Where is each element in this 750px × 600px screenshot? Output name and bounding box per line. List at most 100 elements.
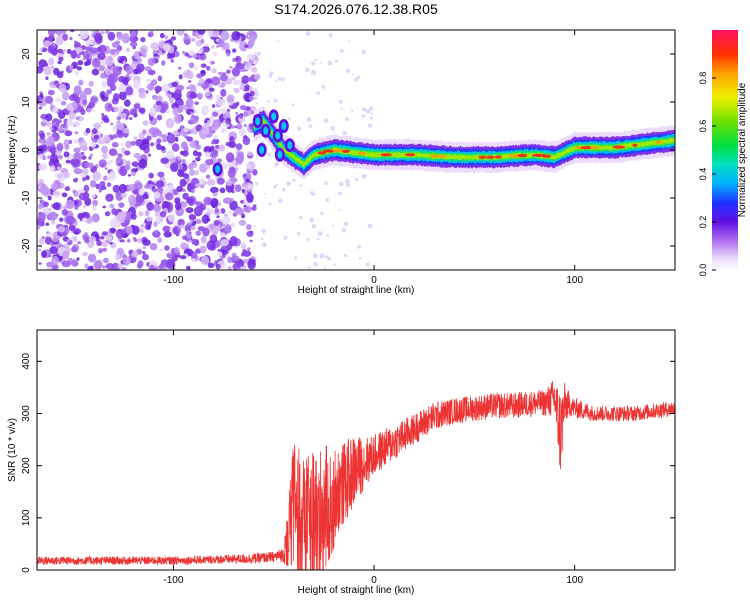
spectrogram-noise-speck [317, 237, 320, 241]
spectrogram-noise-speck [147, 69, 156, 76]
spectrogram-noise-speck [193, 109, 199, 114]
spectrogram-noise-speck [120, 192, 128, 199]
spectrogram-noise-speck [39, 93, 44, 98]
spectrogram-noise-speck [247, 258, 256, 270]
spectrogram-noise-speck [146, 78, 151, 83]
spectrogram-noise-speck [46, 261, 54, 268]
spectrogram-noise-speck [55, 35, 64, 46]
spectrogram-noise-speck [165, 118, 175, 129]
spectrogram-noise-speck [247, 184, 253, 189]
spectrogram-noise-speck [105, 235, 113, 242]
spectrogram-noise-speck [66, 118, 74, 127]
spectrogram-noise-speck [232, 79, 241, 86]
spectrogram-noise-speck [58, 56, 64, 62]
spectrogram-noise-speck [188, 239, 192, 243]
spectrogram-noise-speck [217, 249, 221, 252]
spectrogram-noise-speck [111, 142, 119, 148]
spectrogram-noise-speck [99, 91, 106, 99]
spectrogram-noise-speck [127, 238, 131, 243]
spectrogram-noise-speck [305, 67, 310, 73]
spectrogram-noise-speck [211, 61, 215, 65]
spectrogram-noise-speck [147, 153, 152, 157]
spectrogram-noise-speck [206, 240, 216, 251]
spectrogram-noise-speck [169, 53, 176, 59]
spectrogram-noise-speck [220, 30, 230, 41]
spectrogram-noise-speck [201, 105, 209, 116]
spectrogram-noise-speck [89, 153, 94, 157]
spectrogram-noise-speck [177, 128, 182, 133]
spectrogram-noise-speck [68, 94, 78, 102]
spectrogram-noise-speck [243, 204, 247, 208]
spectrogram-noise-speck [332, 224, 335, 227]
spectrogram-noise-speck [192, 30, 198, 33]
spectrogram-noise-speck [87, 162, 94, 169]
spectrogram-noise-speck [182, 70, 191, 78]
spectrogram-noise-speck [354, 77, 359, 82]
spectrogram-noise-speck [156, 143, 162, 150]
spectrogram-noise-speck [57, 119, 62, 124]
spectrogram-noise-speck [126, 47, 130, 53]
spectrogram-noise-speck [133, 103, 141, 110]
spectrogram-peak [590, 146, 600, 150]
spectrogram-noise-speck [122, 127, 130, 134]
spectrogram-noise-speck [118, 83, 127, 93]
spectrogram-noise-speck [104, 211, 111, 217]
spectrogram-noise-speck [98, 248, 103, 254]
spectrogram-noise-speck [233, 87, 240, 94]
spectrogram-noise-speck [171, 143, 180, 152]
spectrogram-noise-speck [87, 253, 97, 263]
spectrogram-noise-speck [58, 173, 63, 179]
spectrogram-noise-speck [241, 252, 245, 257]
spectrogram-noise-speck [91, 68, 100, 76]
spectrogram-noise-speck [92, 58, 101, 68]
spectrogram-noise-speck [165, 258, 175, 270]
spectrogram-noise-speck [102, 247, 107, 252]
spectrogram-noise-speck [68, 139, 73, 145]
spectrogram-noise-speck [186, 222, 192, 227]
spectrogram-noise-speck [249, 90, 255, 97]
spectrogram-noise-speck [361, 107, 367, 112]
spectrogram-noise-speck [42, 155, 47, 161]
spectrogram-noise-speck [182, 50, 186, 55]
spectrogram-noise-speck [237, 32, 242, 37]
spectrogram-noise-speck [226, 108, 231, 112]
spectrogram-noise-speck [52, 264, 59, 270]
spectrogram-noise-speck [142, 129, 147, 135]
spectrogram-noise-speck [101, 145, 108, 154]
spectrogram-noise-speck [255, 102, 258, 105]
spectrogram-noise-speck [200, 236, 207, 244]
spectrogram-noise-speck [188, 214, 197, 221]
spectrogram-noise-speck [222, 215, 231, 225]
spectrogram-noise-speck [241, 188, 245, 193]
spectrogram-noise-speck [203, 196, 212, 206]
spectrogram-noise-speck [38, 179, 44, 186]
spectrogram-noise-speck [170, 162, 179, 172]
spectrogram-noise-speck [280, 77, 285, 82]
spectrogram-noise-speck [73, 168, 83, 175]
spectrogram-noise-speck [146, 202, 154, 211]
spectrogram-noise-speck [333, 263, 336, 266]
spectrogram-noise-speck [116, 122, 125, 131]
spectrogram-noise-speck [55, 159, 60, 164]
spectrogram-noise-speck [44, 235, 52, 245]
spectrogram-noise-speck [182, 235, 187, 240]
spectrogram-noise-speck [306, 237, 310, 241]
spectrogram-noise-speck [247, 170, 253, 174]
spectrogram-noise-speck [172, 107, 179, 115]
spectrogram-noise-speck [56, 142, 64, 152]
spectrogram-noise-speck [219, 187, 226, 194]
spectrogram-noise-speck [177, 156, 181, 161]
spectrogram-noise-speck [247, 151, 253, 157]
spectrogram-noise-speck [156, 138, 162, 144]
spectrogram-noise-speck [52, 106, 59, 114]
spectrogram-noise-speck [194, 101, 199, 105]
spectrogram-noise-speck [188, 231, 192, 235]
spectrogram-noise-speck [208, 116, 215, 122]
spectrogram-noise-speck [121, 267, 127, 270]
spectrogram-noise-speck [208, 223, 215, 230]
spectrogram-noise-speck [49, 126, 53, 131]
spectrogram-noise-speck [148, 172, 154, 179]
spectrogram-noise-speck [218, 71, 223, 76]
spectrogram-noise-speck [189, 168, 195, 177]
spectrogram-noise-speck [116, 116, 122, 121]
